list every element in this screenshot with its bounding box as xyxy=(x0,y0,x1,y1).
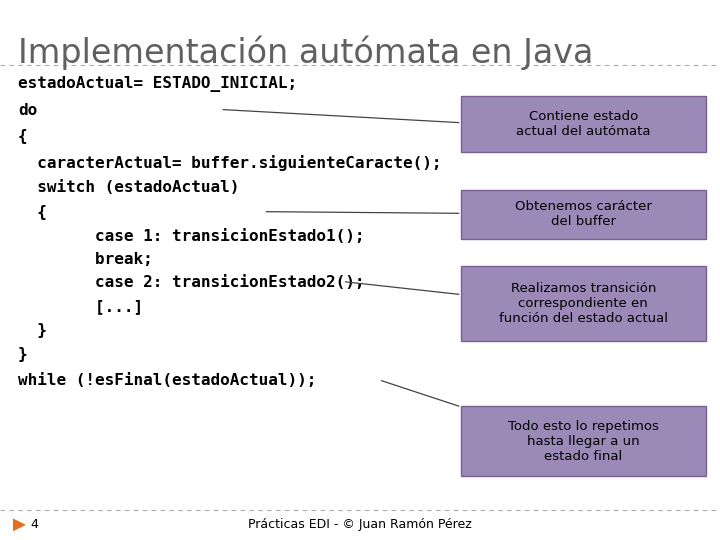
Text: while (!esFinal(estadoActual));: while (!esFinal(estadoActual)); xyxy=(18,373,316,388)
Text: {: { xyxy=(18,129,27,144)
Text: break;: break; xyxy=(18,252,153,267)
Text: Obtenemos carácter
del buffer: Obtenemos carácter del buffer xyxy=(515,200,652,228)
Text: Prácticas EDI - © Juan Ramón Pérez: Prácticas EDI - © Juan Ramón Pérez xyxy=(248,518,472,531)
Text: case 2: transicionEstado2();: case 2: transicionEstado2(); xyxy=(18,275,364,291)
Text: {: { xyxy=(18,205,47,220)
Text: Implementación autómata en Java: Implementación autómata en Java xyxy=(18,35,593,70)
Text: Realizamos transición
correspondiente en
función del estado actual: Realizamos transición correspondiente en… xyxy=(499,282,667,325)
Text: }: } xyxy=(18,347,27,362)
Text: }: } xyxy=(18,323,47,338)
Text: 4: 4 xyxy=(30,518,38,531)
Text: Contiene estado
actual del autómata: Contiene estado actual del autómata xyxy=(516,110,650,138)
Text: case 1: transicionEstado1();: case 1: transicionEstado1(); xyxy=(18,229,364,244)
Text: caracterActual= buffer.siguienteCaracte();: caracterActual= buffer.siguienteCaracte(… xyxy=(18,155,441,171)
Text: Todo esto lo repetimos
hasta llegar a un
estado final: Todo esto lo repetimos hasta llegar a un… xyxy=(508,420,659,463)
Text: do: do xyxy=(18,103,37,118)
Text: switch (estadoActual): switch (estadoActual) xyxy=(18,180,239,195)
Text: [...]: [...] xyxy=(18,299,143,314)
Text: estadoActual= ESTADO_INICIAL;: estadoActual= ESTADO_INICIAL; xyxy=(18,76,297,92)
